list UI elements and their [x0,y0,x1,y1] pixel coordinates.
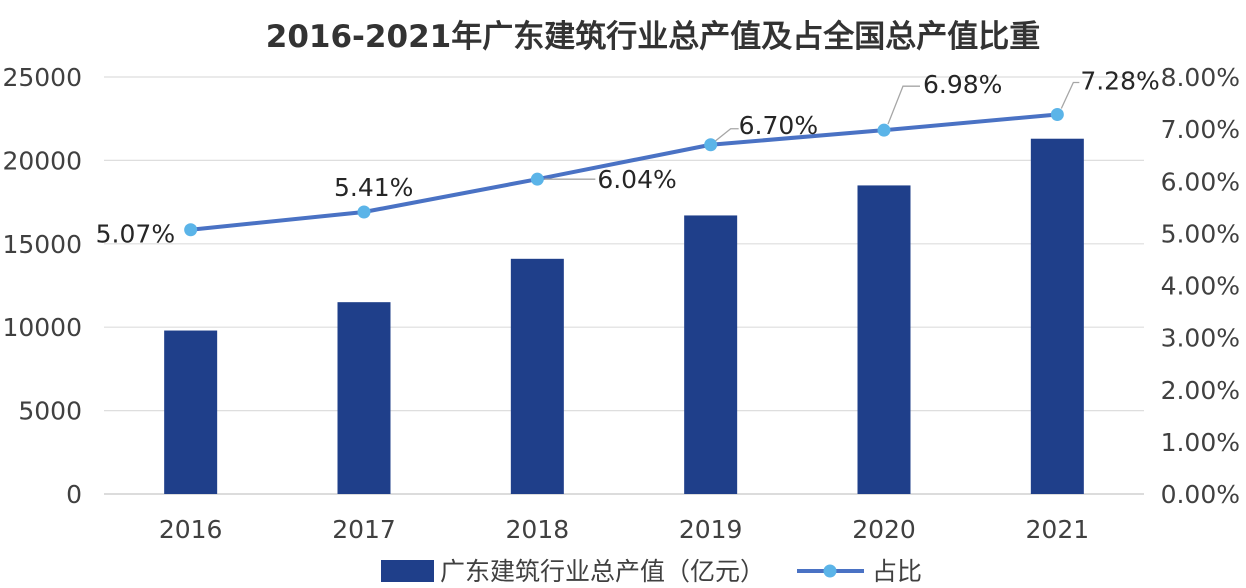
x-tick-label: 2021 [1026,515,1090,544]
bar-2016 [164,330,218,494]
bar-2020 [857,185,911,495]
data-label-2018: 6.04% [597,165,676,194]
x-tick-label: 2020 [852,515,916,544]
y-left-tick-label: 10000 [2,313,82,342]
bar-2017 [337,302,391,494]
x-tick-label: 2016 [159,515,223,544]
line-marker-2021 [1050,108,1064,122]
data-label-2016: 5.07% [96,220,175,249]
data-label-leader [715,128,739,142]
line-marker-2020 [877,123,891,137]
x-tick-label: 2017 [332,515,396,544]
legend-line-label: 占比 [872,557,922,586]
y-right-tick-label: 3.00% [1161,324,1240,353]
line-path [190,112,1058,232]
data-label-2017: 5.41% [334,173,413,202]
data-label-2019: 6.70% [739,111,818,140]
y-right-tick-label: 8.00% [1161,63,1240,92]
line-marker-2018 [530,172,544,186]
bar-2018 [510,258,564,494]
data-label-2020: 6.98% [923,70,1002,99]
data-label-leader [887,85,920,125]
x-tick-label: 2019 [679,515,743,544]
chart-title: 2016-2021年广东建筑行业总产值及占全国总产值比重 [266,19,1040,55]
bar-2021 [1030,138,1084,494]
y-right-tick-label: 1.00% [1161,428,1240,457]
right-axis-ticks: 0.00% 1.00% 2.00% 3.00% 4.00% 5.00% 6.00% 7.00%… [1161,63,1240,509]
left-axis-ticks: 0 5000 10000 15000 20000 25000 [2,63,82,509]
line-marker-2017 [357,205,371,219]
line-marker-2016 [184,223,198,237]
bar-2019 [684,215,738,494]
data-label-2021: 7.28% [1080,67,1159,96]
y-left-tick-label: 0 [66,480,82,509]
y-right-tick-label: 2.00% [1161,376,1240,405]
data-label-leader [1060,81,1080,109]
line-series: 5.07% 5.41% 6.04% 6.70% 6.98% 7.28% [96,67,1160,249]
y-left-tick-label: 15000 [2,230,82,259]
x-tick-label: 2018 [506,515,570,544]
x-axis: 2016 2017 2018 2019 2020 2021 [159,515,1089,544]
y-right-tick-label: 0.00% [1161,480,1240,509]
y-left-tick-label: 5000 [18,397,82,426]
y-left-tick-label: 25000 [2,63,82,92]
y-right-tick-label: 7.00% [1161,115,1240,144]
y-right-tick-label: 4.00% [1161,272,1240,301]
legend-bar-swatch [381,560,434,582]
bar-series [164,138,1084,495]
line-marker-2019 [704,138,718,152]
gridlines [104,76,1144,495]
y-right-tick-label: 5.00% [1161,219,1240,248]
legend-bar-label: 广东建筑行业总产值（亿元） [440,557,765,586]
legend: 广东建筑行业总产值（亿元） 占比 [381,557,922,586]
legend-line-marker [823,564,837,578]
y-left-tick-label: 20000 [2,146,82,175]
y-right-tick-label: 6.00% [1161,167,1240,196]
